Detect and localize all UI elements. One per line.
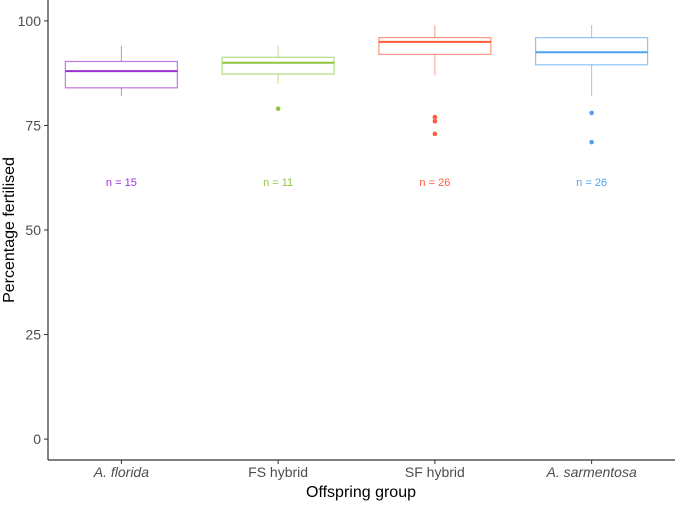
outlier-point bbox=[432, 114, 438, 120]
box-iqr bbox=[535, 37, 649, 66]
x-tick-label: A. florida bbox=[93, 464, 149, 480]
box-2: n = 11 bbox=[221, 46, 335, 189]
n-label: n = 11 bbox=[263, 177, 293, 189]
y-tick-label: 50 bbox=[25, 222, 41, 238]
n-label: n = 15 bbox=[106, 177, 137, 189]
y-axis-title: Percentage fertilised bbox=[1, 157, 18, 303]
y-tick-label: 25 bbox=[25, 327, 41, 343]
outlier-point bbox=[589, 110, 594, 116]
x-axis: A. florida FS hybrid SF hybrid A. sarmentos… bbox=[48, 459, 675, 480]
box-iqr bbox=[221, 56, 335, 75]
x-tick-label: SF hybrid bbox=[405, 464, 465, 480]
y-tick-label: 75 bbox=[25, 117, 41, 133]
box-1: n = 15 bbox=[64, 46, 178, 189]
x-tick-label: A. sarmentosa bbox=[545, 464, 636, 480]
boxes: n = 15 n = 11 n = 26 n = 26 bbox=[64, 25, 649, 189]
n-label: n = 26 bbox=[419, 177, 450, 189]
box-3: n = 26 bbox=[378, 25, 492, 189]
x-tick-label: FS hybrid bbox=[248, 464, 308, 480]
box-4: n = 26 bbox=[535, 25, 649, 189]
n-label: n = 26 bbox=[576, 177, 607, 189]
outlier-point bbox=[589, 139, 594, 145]
outlier-point bbox=[432, 118, 438, 124]
outlier-point bbox=[275, 106, 281, 112]
y-tick-label: 0 bbox=[33, 431, 41, 447]
outlier-point bbox=[432, 131, 438, 137]
y-tick-label: 100 bbox=[18, 13, 42, 29]
box-iqr bbox=[378, 37, 492, 55]
box-iqr bbox=[64, 60, 178, 89]
y-axis: 0 25 50 75 100 bbox=[18, 0, 49, 460]
x-axis-title: Offspring group bbox=[306, 484, 416, 501]
